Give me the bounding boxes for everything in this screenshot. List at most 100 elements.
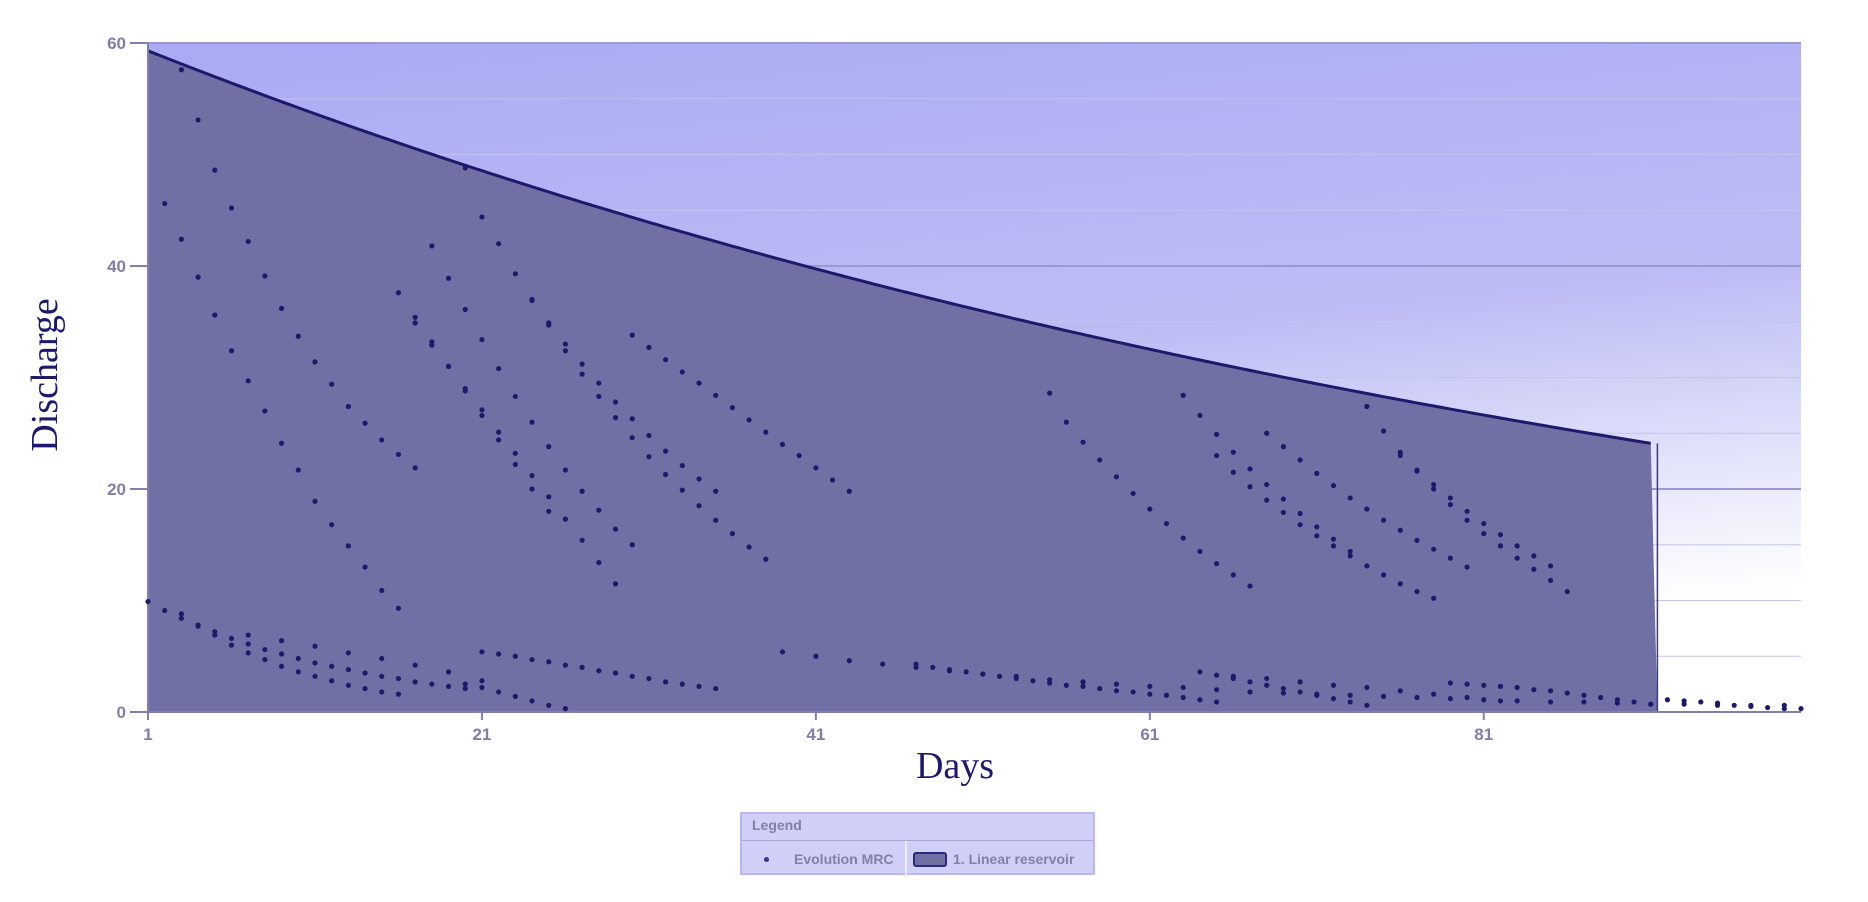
data-point xyxy=(1230,572,1236,578)
data-point xyxy=(729,405,735,411)
data-point xyxy=(1080,679,1086,685)
data-point xyxy=(1280,444,1286,450)
data-point xyxy=(479,678,485,684)
data-point xyxy=(546,444,552,450)
data-point xyxy=(1397,452,1403,459)
data-point xyxy=(1514,555,1520,561)
data-point xyxy=(546,320,552,326)
data-point xyxy=(479,649,485,655)
data-point xyxy=(379,437,385,443)
data-point xyxy=(1414,694,1420,701)
data-point xyxy=(546,659,552,665)
data-point xyxy=(345,403,351,410)
data-point xyxy=(1380,517,1387,523)
legend-item-linear-reservoir[interactable]: 1. Linear reservoir xyxy=(907,841,1074,877)
data-point xyxy=(245,641,251,647)
data-point xyxy=(278,651,285,657)
data-point xyxy=(345,650,351,656)
data-point xyxy=(562,341,569,347)
data-point xyxy=(713,488,719,494)
data-point xyxy=(913,661,919,667)
data-point xyxy=(362,420,368,426)
data-point xyxy=(1047,680,1053,686)
data-point xyxy=(546,508,552,514)
data-point xyxy=(195,274,201,280)
data-point xyxy=(1547,577,1554,584)
data-point xyxy=(646,344,652,350)
scatter-dot-icon xyxy=(764,856,769,862)
data-point xyxy=(646,675,652,682)
data-point xyxy=(312,643,318,649)
data-point xyxy=(1481,682,1487,688)
data-point xyxy=(1531,553,1537,559)
data-point xyxy=(629,542,635,548)
data-point xyxy=(1230,469,1236,475)
data-point xyxy=(612,399,619,405)
data-point xyxy=(379,587,385,594)
data-point xyxy=(1380,572,1387,578)
data-point xyxy=(145,599,151,605)
data-point xyxy=(496,651,502,657)
data-point xyxy=(228,205,235,211)
data-point xyxy=(1380,693,1387,699)
data-point xyxy=(629,416,635,422)
data-point xyxy=(1197,412,1203,419)
data-point xyxy=(395,675,402,682)
data-point xyxy=(1431,481,1437,488)
legend-item-evolution-mrc[interactable]: Evolution MRC xyxy=(742,841,907,877)
data-point xyxy=(178,615,184,621)
data-point xyxy=(512,653,518,659)
data-point xyxy=(1447,696,1453,702)
data-point xyxy=(596,380,602,386)
x-tick-label: 1 xyxy=(143,725,152,744)
data-point xyxy=(278,440,285,446)
data-point xyxy=(763,429,769,435)
data-point xyxy=(178,236,184,242)
data-point xyxy=(362,670,368,676)
data-point xyxy=(228,642,235,648)
data-point xyxy=(1347,692,1353,698)
y-tick-label: 60 xyxy=(107,34,126,53)
data-point xyxy=(329,381,335,387)
data-point xyxy=(178,67,184,73)
data-point xyxy=(512,461,518,468)
data-point xyxy=(329,678,335,684)
data-point xyxy=(579,371,585,377)
data-point xyxy=(1013,675,1019,682)
data-point xyxy=(1380,428,1387,434)
data-point xyxy=(562,706,569,712)
data-point xyxy=(1347,553,1353,559)
data-point xyxy=(1481,697,1487,703)
data-point xyxy=(629,673,635,679)
data-point xyxy=(479,412,485,419)
data-point xyxy=(1280,685,1286,692)
data-point xyxy=(763,556,769,562)
data-point xyxy=(262,273,268,279)
data-point xyxy=(1714,700,1721,706)
data-point xyxy=(946,667,953,673)
data-point xyxy=(1280,496,1286,502)
data-point xyxy=(462,306,468,313)
data-point xyxy=(312,660,318,666)
data-point xyxy=(445,275,452,281)
data-point xyxy=(462,685,468,692)
data-point xyxy=(429,681,435,687)
data-point xyxy=(295,467,301,473)
data-point xyxy=(1264,481,1270,488)
data-point xyxy=(1397,527,1403,533)
data-point xyxy=(1431,691,1437,697)
data-point xyxy=(178,611,184,617)
legend: Legend Evolution MRC 1. Linear reservoir xyxy=(740,812,1095,877)
data-point xyxy=(479,684,485,691)
data-point xyxy=(696,683,702,689)
data-point xyxy=(1130,689,1136,695)
data-point xyxy=(963,669,969,675)
data-point xyxy=(412,679,418,685)
data-point xyxy=(228,635,235,642)
data-point xyxy=(1314,692,1320,698)
data-point xyxy=(1347,699,1353,705)
data-point xyxy=(1297,457,1303,463)
data-point xyxy=(1314,533,1320,539)
linear-reservoir-line xyxy=(147,49,1651,445)
